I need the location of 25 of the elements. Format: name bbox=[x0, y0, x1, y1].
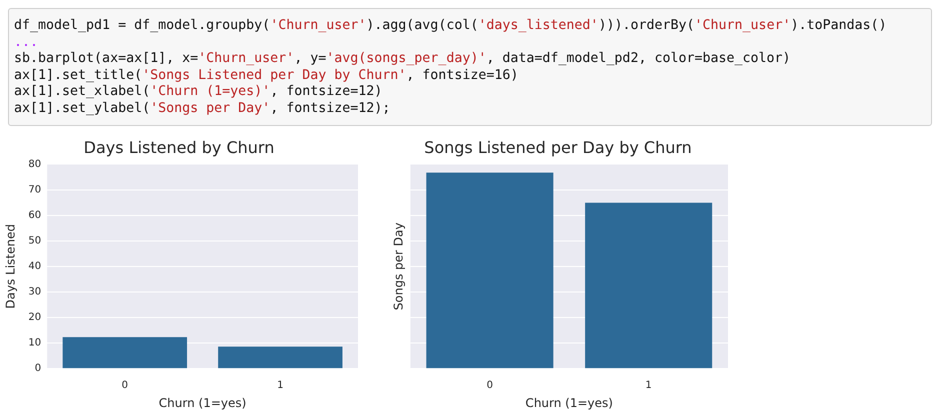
text: ax[1].set_xlabel('Churn (1=yes)', fontsize=12) bbox=[14, 84, 382, 99]
text: ax[1].set_title('Songs Listened per Day by Churn', fontsize=16) bbox=[14, 68, 518, 82]
y-tick-label: 80 bbox=[28, 158, 42, 170]
text: sb.barplot(ax=ax[1], x='Churn_user', y='avg(songs_per_day)', data=df_model_pd2, color=base_color) bbox=[14, 51, 791, 66]
text: ... bbox=[14, 34, 38, 50]
x-tick-label: 1 bbox=[645, 380, 652, 392]
x-axis-title: Churn (1=yes) bbox=[158, 396, 246, 410]
y-tick-label: 30 bbox=[28, 286, 42, 298]
y-tick-label: 0 bbox=[34, 363, 42, 374]
y-axis-title: Songs per Day bbox=[391, 222, 406, 310]
x-tick-label: 1 bbox=[277, 380, 284, 392]
text: ax[1].set_ylabel('Songs per Day', fontsize=12); bbox=[14, 100, 390, 116]
y-axis-title: Days Listened bbox=[3, 224, 18, 309]
y-tick-label: 10 bbox=[28, 338, 42, 349]
y-tick-label: 20 bbox=[28, 312, 42, 324]
y-tick-label: 50 bbox=[28, 235, 42, 246]
chart-title: Songs Listened per Day by Churn bbox=[424, 138, 692, 157]
x-tick-label: 0 bbox=[486, 380, 493, 392]
y-tick-label: 60 bbox=[28, 210, 42, 221]
y-tick-label: 70 bbox=[28, 184, 42, 196]
text: df_model_pd1 = df_model.groupby('Churn_user').agg(avg(col('days_listened'))).orderBy('Churn_user').toPandas() bbox=[14, 18, 887, 33]
chart-title: Days Listened by Churn bbox=[84, 138, 274, 157]
x-tick-label: 0 bbox=[122, 380, 128, 392]
y-tick-label: 40 bbox=[28, 260, 42, 272]
x-axis-title: Churn (1=yes) bbox=[525, 396, 613, 410]
